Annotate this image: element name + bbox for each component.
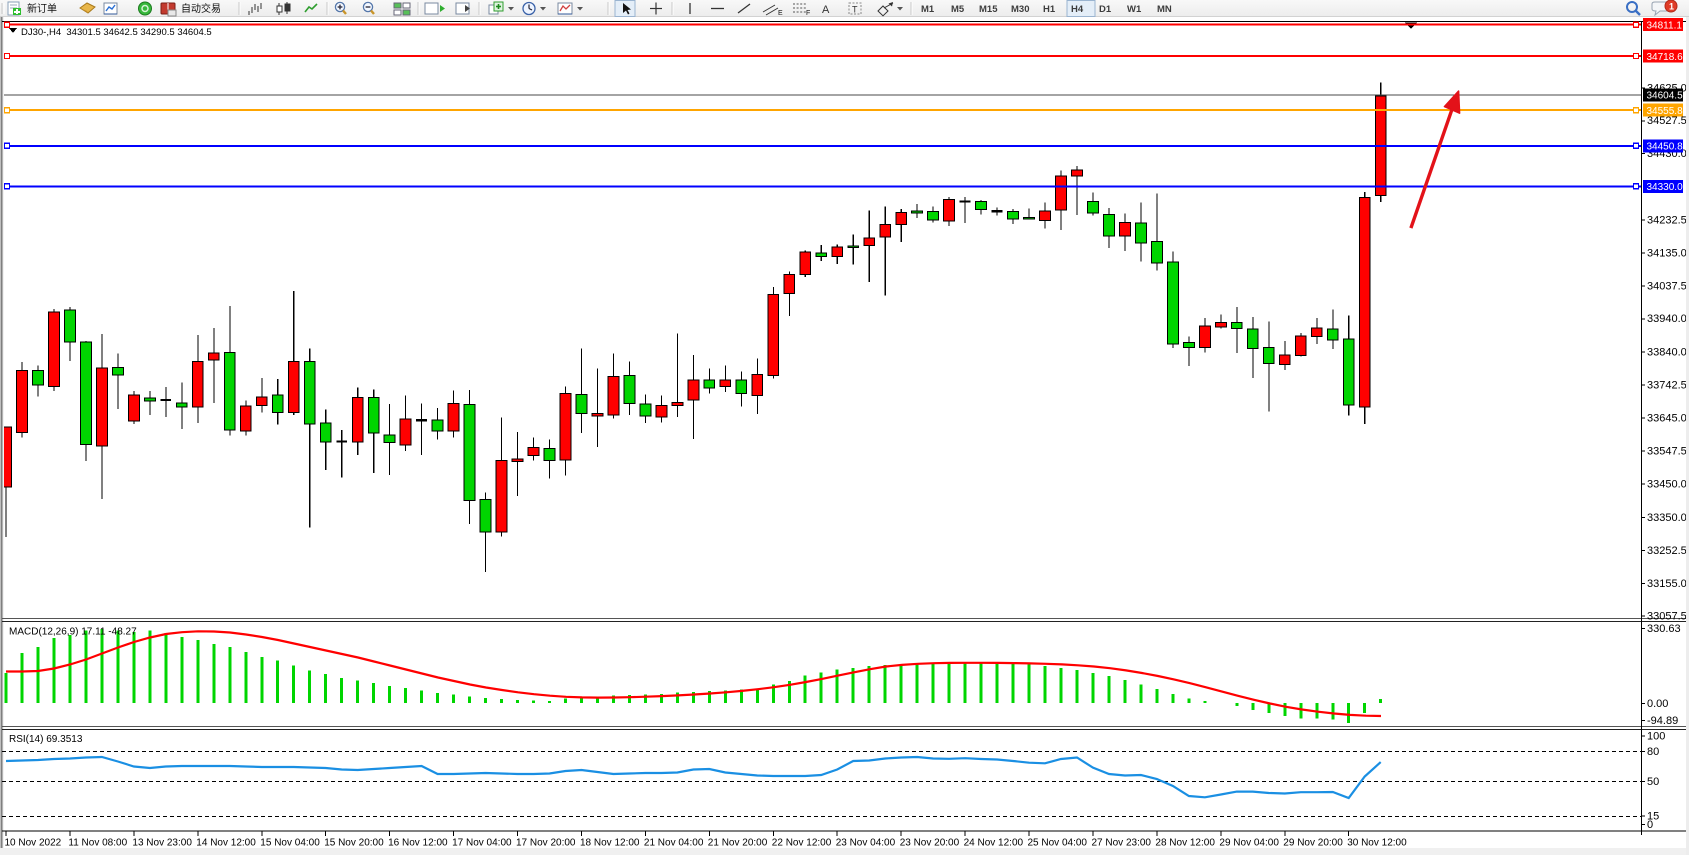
svg-text:15 Nov 04:00: 15 Nov 04:00 [260,838,320,849]
svg-text:34718.6: 34718.6 [1647,52,1684,63]
svg-text:33840.0: 33840.0 [1647,347,1687,359]
svg-text:11 Nov 08:00: 11 Nov 08:00 [68,838,127,849]
svg-text:10 Nov 2022: 10 Nov 2022 [5,838,62,849]
svg-text:17 Nov 20:00: 17 Nov 20:00 [516,838,576,849]
svg-text:34555.8: 34555.8 [1647,106,1684,117]
svg-text:33742.5: 33742.5 [1647,380,1687,392]
svg-text:34604.5: 34604.5 [1647,91,1684,102]
svg-text:34527.5: 34527.5 [1647,115,1687,127]
svg-text:17 Nov 04:00: 17 Nov 04:00 [452,838,512,849]
svg-text:15 Nov 20:00: 15 Nov 20:00 [324,838,384,849]
svg-text:25 Nov 04:00: 25 Nov 04:00 [1028,838,1088,849]
svg-text:33350.0: 33350.0 [1647,512,1687,524]
svg-text:23 Nov 20:00: 23 Nov 20:00 [900,838,960,849]
svg-text:D1: D1 [1099,4,1112,15]
svg-text:M30: M30 [1011,4,1029,15]
svg-text:34135.0: 34135.0 [1647,247,1687,259]
svg-text:29 Nov 20:00: 29 Nov 20:00 [1283,838,1343,849]
svg-text:34811.1: 34811.1 [1647,20,1683,31]
svg-text:33252.5: 33252.5 [1647,545,1687,557]
svg-text:T: T [852,5,858,15]
svg-text:A: A [822,4,830,16]
svg-text:0.00: 0.00 [1647,698,1668,710]
svg-text:18 Nov 12:00: 18 Nov 12:00 [580,838,640,849]
svg-text:16 Nov 12:00: 16 Nov 12:00 [388,838,448,849]
svg-text:33057.5: 33057.5 [1647,611,1687,623]
svg-text:21 Nov 04:00: 21 Nov 04:00 [644,838,704,849]
svg-text:MACD(12,26,9) 17.11 -48.27: MACD(12,26,9) 17.11 -48.27 [9,627,137,638]
svg-text:34232.5: 34232.5 [1647,215,1687,227]
svg-text:34330.0: 34330.0 [1647,182,1684,193]
svg-text:H1: H1 [1043,4,1056,15]
svg-text:330.63: 330.63 [1647,623,1681,635]
svg-text:30 Nov 12:00: 30 Nov 12:00 [1347,838,1407,849]
svg-text:33450.0: 33450.0 [1647,478,1687,490]
svg-text:23 Nov 04:00: 23 Nov 04:00 [836,838,896,849]
svg-text:15: 15 [1647,811,1659,823]
svg-text:33645.0: 33645.0 [1647,413,1687,425]
svg-text:22 Nov 12:00: 22 Nov 12:00 [772,838,832,849]
svg-text:33155.0: 33155.0 [1647,578,1687,590]
svg-text:80: 80 [1647,746,1659,758]
svg-text:33547.5: 33547.5 [1647,446,1687,458]
svg-text:0: 0 [1647,819,1653,831]
svg-text:29 Nov 04:00: 29 Nov 04:00 [1219,838,1279,849]
svg-text:21 Nov 20:00: 21 Nov 20:00 [708,838,768,849]
svg-text:MN: MN [1157,4,1172,15]
svg-text:M15: M15 [979,4,998,15]
svg-text:50: 50 [1647,776,1659,788]
svg-text:27 Nov 23:00: 27 Nov 23:00 [1092,838,1152,849]
svg-text:33940.0: 33940.0 [1647,313,1687,325]
svg-text:24 Nov 12:00: 24 Nov 12:00 [964,838,1024,849]
svg-text:28 Nov 12:00: 28 Nov 12:00 [1155,838,1215,849]
svg-text:RSI(14) 69.3513: RSI(14) 69.3513 [9,734,83,745]
svg-text:100: 100 [1647,731,1665,743]
svg-text:F: F [806,10,810,17]
svg-text:1: 1 [1669,2,1674,12]
svg-text:13 Nov 23:00: 13 Nov 23:00 [132,838,192,849]
svg-text:-94.89: -94.89 [1647,715,1678,727]
svg-text:W1: W1 [1127,4,1142,15]
svg-text:DJ30-,H4 34301.5 34642.5 3429: DJ30-,H4 34301.5 34642.5 34290.5 34604.5 [21,27,212,38]
svg-text:14 Nov 12:00: 14 Nov 12:00 [196,838,256,849]
svg-text:34037.5: 34037.5 [1647,280,1687,292]
svg-text:新订单: 新订单 [27,2,57,15]
svg-text:34450.8: 34450.8 [1647,142,1684,153]
svg-text:自动交易: 自动交易 [181,2,221,15]
svg-text:M5: M5 [951,4,965,15]
svg-text:M1: M1 [921,4,935,15]
svg-text:H4: H4 [1071,4,1084,15]
svg-text:E: E [778,10,783,17]
